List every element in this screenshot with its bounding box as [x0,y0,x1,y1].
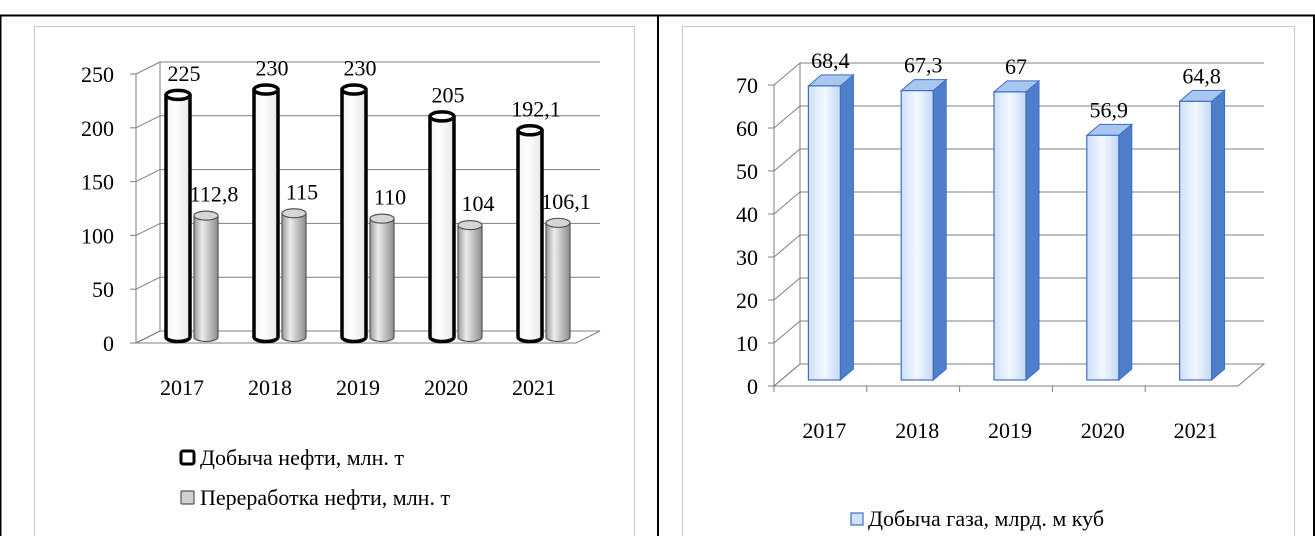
data-label: 104 [462,191,495,216]
bar [340,87,368,344]
bar-side [1118,123,1133,382]
bar-side [1025,79,1040,382]
gridline-side [773,277,801,301]
floor [772,363,1266,387]
gridline-side [773,105,801,129]
gridline-side [135,222,161,236]
legend-label: Добыча газа, млрд. м куб [868,506,1104,531]
data-label: 106,1 [541,189,591,214]
gridline-side [773,62,801,86]
y-tick-label: 10 [736,331,758,356]
bar [428,114,456,344]
floor [135,330,601,344]
bar [1178,100,1213,381]
data-label: 56,9 [1090,97,1129,122]
legend-label: Переработка нефти, млн. т [200,485,450,510]
y-tick-label: 0 [747,374,758,399]
bar-side [839,73,854,382]
bar-top [193,210,219,221]
bar [457,224,483,343]
bar-top [281,208,307,219]
y-tick-label: 50 [92,277,114,302]
x-tick-label: 2017 [802,418,846,443]
data-label: 115 [286,179,318,204]
gridline-side [773,148,801,172]
x-tick-label: 2021 [512,375,556,400]
legend-swatch [179,449,196,466]
data-label: 64,8 [1182,63,1221,88]
x-tick-label: 2018 [248,375,292,400]
y-tick-label: 70 [736,73,758,98]
gridline-side [135,61,161,75]
x-tick-label: 2021 [1174,418,1218,443]
x-tick-label: 2020 [424,375,468,400]
bar [807,85,842,381]
data-label: 67,3 [904,53,943,78]
y-tick-label: 100 [81,223,114,248]
y-tick-label: 150 [81,170,114,195]
bar [281,212,307,343]
y-tick-label: 250 [81,62,114,87]
y-tick-label: 60 [736,116,758,141]
y-tick-label: 20 [736,288,758,313]
data-label: 112,8 [190,182,239,207]
bar [545,222,571,343]
gridline-side [773,320,801,344]
data-label: 205 [432,82,465,107]
legend-swatch [180,490,195,505]
data-label: 230 [256,56,289,81]
x-tick-label: 2018 [895,418,939,443]
bar-side [1211,89,1226,382]
bar [164,93,192,344]
gridline-side [135,276,161,290]
y-tick-label: 50 [736,159,758,184]
data-label: 67 [1005,54,1027,79]
gridline-side [135,115,161,129]
bar [1086,134,1120,381]
data-label: 68,4 [811,48,850,73]
data-label: 225 [168,61,201,86]
gas-chart-area [682,26,1295,536]
gridline-side [773,234,801,258]
bar-top [340,83,368,96]
oil-chart: 0 50 100 150 200 250 2017 225 112,8 2018 230 115 201… [81,56,601,510]
data-label: 230 [344,56,377,81]
bar-top [516,124,544,137]
y-tick-label: 40 [736,202,758,227]
y-tick-label: 30 [736,245,758,270]
bar [252,87,280,344]
x-tick-label: 2019 [988,418,1032,443]
bar-top [252,83,280,96]
y-tick-label: 0 [103,331,114,356]
y-tick-label: 200 [81,116,114,141]
data-label: 110 [374,185,406,210]
bar-top [545,217,571,228]
data-label: 192,1 [511,96,561,121]
gridline-side [135,169,161,183]
bar-top [164,88,192,102]
legend-label: Добыча нефти, млн. т [200,445,404,470]
bar [369,218,395,343]
x-tick-label: 2017 [160,375,204,400]
x-tick-label: 2019 [336,375,380,400]
x-tick-label: 2020 [1081,418,1125,443]
legend-swatch [850,512,864,526]
bar-side [932,78,947,382]
oil-chart-area [34,26,635,536]
bar [193,215,219,343]
bar [993,91,1027,381]
bar [900,90,934,381]
gas-chart: 0 10 20 30 40 50 60 70 2017 68,4 2018 67,3 2019 67 202… [736,48,1266,531]
gridline-side [773,191,801,215]
bar-top [428,110,456,123]
bar-top [457,219,483,231]
bar-top [369,213,395,224]
bar [516,128,544,344]
